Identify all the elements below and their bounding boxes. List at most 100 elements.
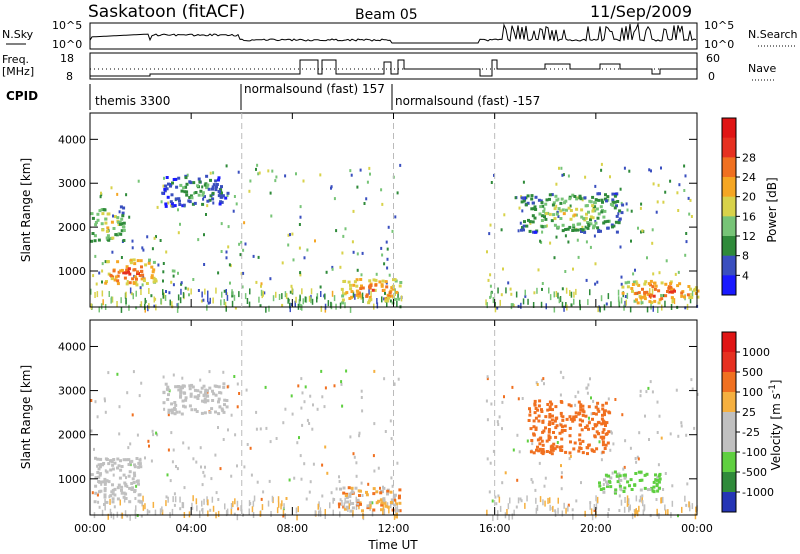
scatter-cell: [271, 169, 274, 173]
scatter-cell: [287, 297, 289, 304]
scatter-cell: [543, 207, 546, 211]
scatter-cell: [120, 217, 124, 221]
scatter-cell: [200, 299, 203, 303]
scatter-cell: [352, 283, 356, 287]
scatter-cell: [399, 281, 403, 284]
scatter-cell: [205, 186, 209, 190]
scatter-cell: [579, 405, 583, 409]
scatter-cell: [569, 404, 573, 408]
scatter-cell: [530, 439, 534, 442]
scatter-cell: [611, 200, 615, 204]
scatter-cell: [165, 290, 167, 293]
scatter-cell: [689, 505, 691, 512]
scatter-cell: [324, 509, 326, 515]
scatter-cell: [183, 190, 187, 194]
scatter-cell: [573, 441, 577, 445]
scatter-cell: [662, 294, 665, 298]
scatter-cell: [552, 201, 556, 205]
scatter-cell: [98, 306, 100, 313]
scatter-cell: [131, 239, 134, 243]
scatter-cell: [601, 200, 604, 204]
scatter-cell: [376, 302, 379, 309]
scatter-cell: [620, 211, 624, 215]
scatter-cell: [298, 436, 300, 440]
scatter-cell: [559, 209, 563, 213]
scatter-cell: [637, 291, 641, 295]
scatter-cell: [556, 210, 559, 214]
scatter-cell: [282, 514, 285, 518]
scatter-cell: [646, 256, 648, 260]
scatter-cell: [631, 289, 634, 293]
scatter-cell: [238, 392, 241, 395]
scatter-cell: [135, 277, 138, 281]
scatter-cell: [652, 272, 655, 276]
scatter-cell: [246, 298, 249, 304]
scatter-cell: [207, 301, 210, 305]
scatter-cell: [556, 225, 560, 229]
scatter-cell: [510, 292, 513, 296]
scatter-cell: [152, 433, 155, 437]
scatter-cell: [195, 498, 198, 505]
scatter-cell: [278, 294, 281, 300]
scatter-cell: [181, 399, 185, 403]
scatter-cell: [199, 510, 201, 517]
scatter-cell: [177, 385, 180, 388]
scatter-cell: [327, 300, 330, 307]
scatter-cell: [116, 457, 120, 461]
scatter-cell: [655, 498, 658, 501]
scatter-cell: [111, 296, 114, 303]
scatter-cell: [166, 388, 170, 392]
scatter-cell: [111, 497, 115, 501]
scatter-cell: [677, 434, 680, 438]
scatter-cell: [333, 498, 336, 501]
y-tick-label: 2000: [58, 429, 86, 442]
scatter-cell: [597, 198, 601, 202]
scatter-cell: [495, 502, 498, 506]
scatter-cell: [162, 279, 164, 283]
scatter-cell: [602, 420, 606, 424]
scatter-cell: [696, 295, 700, 299]
scatter-cell: [274, 179, 277, 183]
scatter-cell: [558, 431, 562, 435]
scatter-cell: [122, 458, 126, 462]
scatter-cell: [135, 484, 138, 488]
scatter-cell: [190, 196, 194, 200]
scatter-cell: [212, 505, 215, 512]
scatter-cell: [205, 174, 209, 178]
scatter-cell: [209, 508, 212, 512]
scatter-cell: [382, 288, 386, 292]
scatter-cell: [113, 278, 117, 282]
scatter-cell: [598, 305, 600, 312]
scatter-cell: [563, 201, 566, 205]
scatter-cell: [538, 442, 542, 446]
scatter-cell: [210, 407, 214, 411]
scatter-cell: [560, 445, 564, 449]
scatter-cell: [132, 471, 136, 475]
scatter-cell: [617, 289, 620, 296]
scatter-cell: [119, 232, 123, 236]
scatter-cell: [664, 472, 667, 475]
scatter-cell: [648, 300, 652, 304]
colorbar-swatch: [722, 372, 736, 393]
scatter-cell: [163, 407, 166, 411]
scatter-cell: [191, 202, 195, 206]
scatter-cell: [631, 513, 634, 520]
scatter-cell: [607, 508, 610, 512]
scatter-cell: [603, 197, 607, 201]
scatter-cell: [581, 404, 585, 408]
scatter-cell: [589, 218, 592, 222]
scatter-cell: [138, 462, 142, 466]
scatter-cell: [655, 482, 659, 486]
scatter-cell: [389, 490, 393, 494]
scatter-cell: [122, 229, 126, 232]
scatter-cell: [206, 496, 208, 503]
scatter-cell: [578, 438, 582, 442]
scatter-cell: [350, 295, 354, 299]
scatter-cell: [645, 290, 649, 294]
scatter-cell: [324, 293, 326, 300]
scatter-cell: [523, 220, 526, 224]
scatter-cell: [365, 490, 368, 494]
scatter-cell: [100, 222, 104, 226]
